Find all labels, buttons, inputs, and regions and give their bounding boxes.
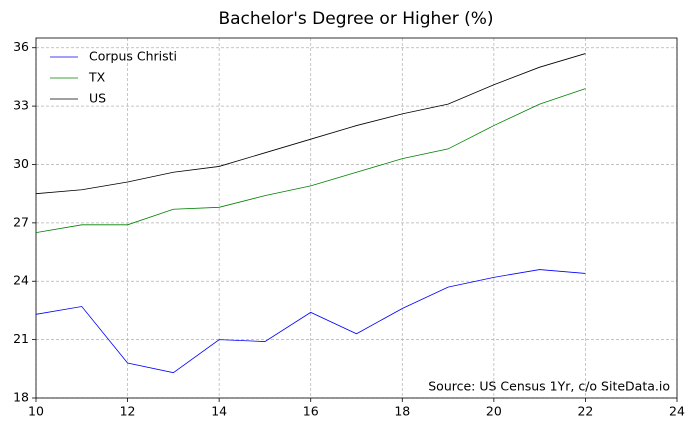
y-tick-label: 27 [13, 214, 29, 229]
annotation: Source: US Census 1Yr, c/o SiteData.io [428, 379, 670, 394]
y-tick-label: 21 [13, 331, 29, 346]
x-tick-label: 20 [486, 404, 502, 419]
x-tick-label: 16 [303, 404, 319, 419]
y-tick-label: 30 [13, 156, 29, 171]
x-tick-label: 14 [211, 404, 227, 419]
y-tick-label: 18 [13, 390, 29, 405]
series-line [35, 88, 586, 233]
x-tick-label: 24 [669, 404, 685, 419]
x-tick-label: 22 [577, 404, 593, 419]
series-line [35, 53, 586, 195]
x-tick-label: 18 [394, 404, 410, 419]
x-tick-label: 10 [28, 404, 44, 419]
chart-title: Bachelor's Degree or Higher (%) [218, 9, 493, 29]
plot-frame [35, 37, 678, 399]
legend-label: US [89, 91, 106, 106]
y-tick-label: 36 [13, 39, 29, 54]
y-tick-label: 33 [13, 98, 29, 113]
x-tick-label: 12 [120, 404, 136, 419]
y-tick-label: 24 [13, 273, 29, 288]
legend-label: TX [88, 70, 106, 85]
legend-label: Corpus Christi [89, 49, 177, 64]
series-line [35, 269, 586, 374]
